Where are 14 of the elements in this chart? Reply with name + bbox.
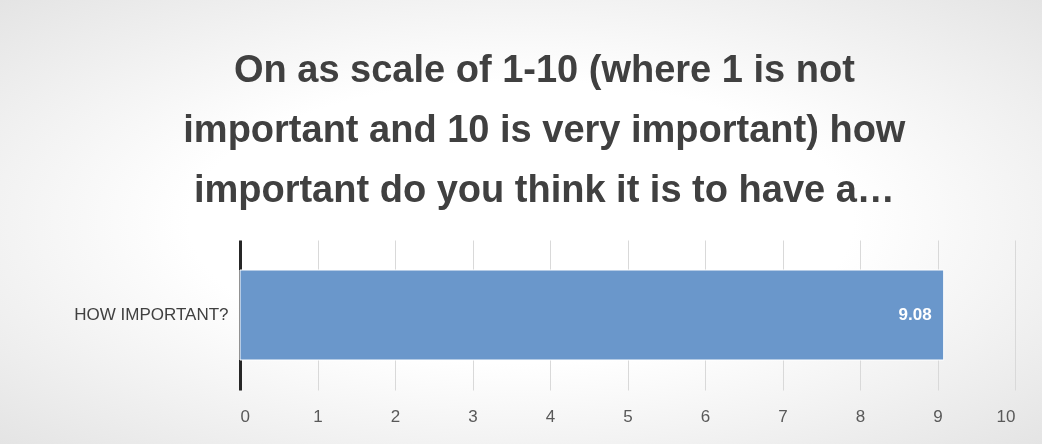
x-tick-label: 3 — [468, 406, 478, 426]
x-tick-label: 0 — [240, 406, 250, 426]
x-tick-label: 8 — [855, 406, 866, 426]
x-tick-label: 6 — [700, 406, 711, 426]
x-tick-label: 2 — [390, 406, 401, 426]
x-tick-label: 5 — [623, 406, 633, 426]
chart-title: On as scale of 1-10 (where 1 is not important and 10 is very important) how important do you think it is to have a… — [183, 48, 906, 210]
x-tick-label: 9 — [933, 406, 943, 426]
y-tick-label: HOW IMPORTANT? — [74, 305, 229, 324]
x-tick-label: 1 — [313, 406, 323, 426]
x-tick-label: 7 — [778, 406, 788, 426]
data-label: 9.08 — [898, 305, 932, 324]
x-tick-label: 4 — [545, 406, 556, 426]
x-tick-label: 10 — [996, 406, 1016, 426]
